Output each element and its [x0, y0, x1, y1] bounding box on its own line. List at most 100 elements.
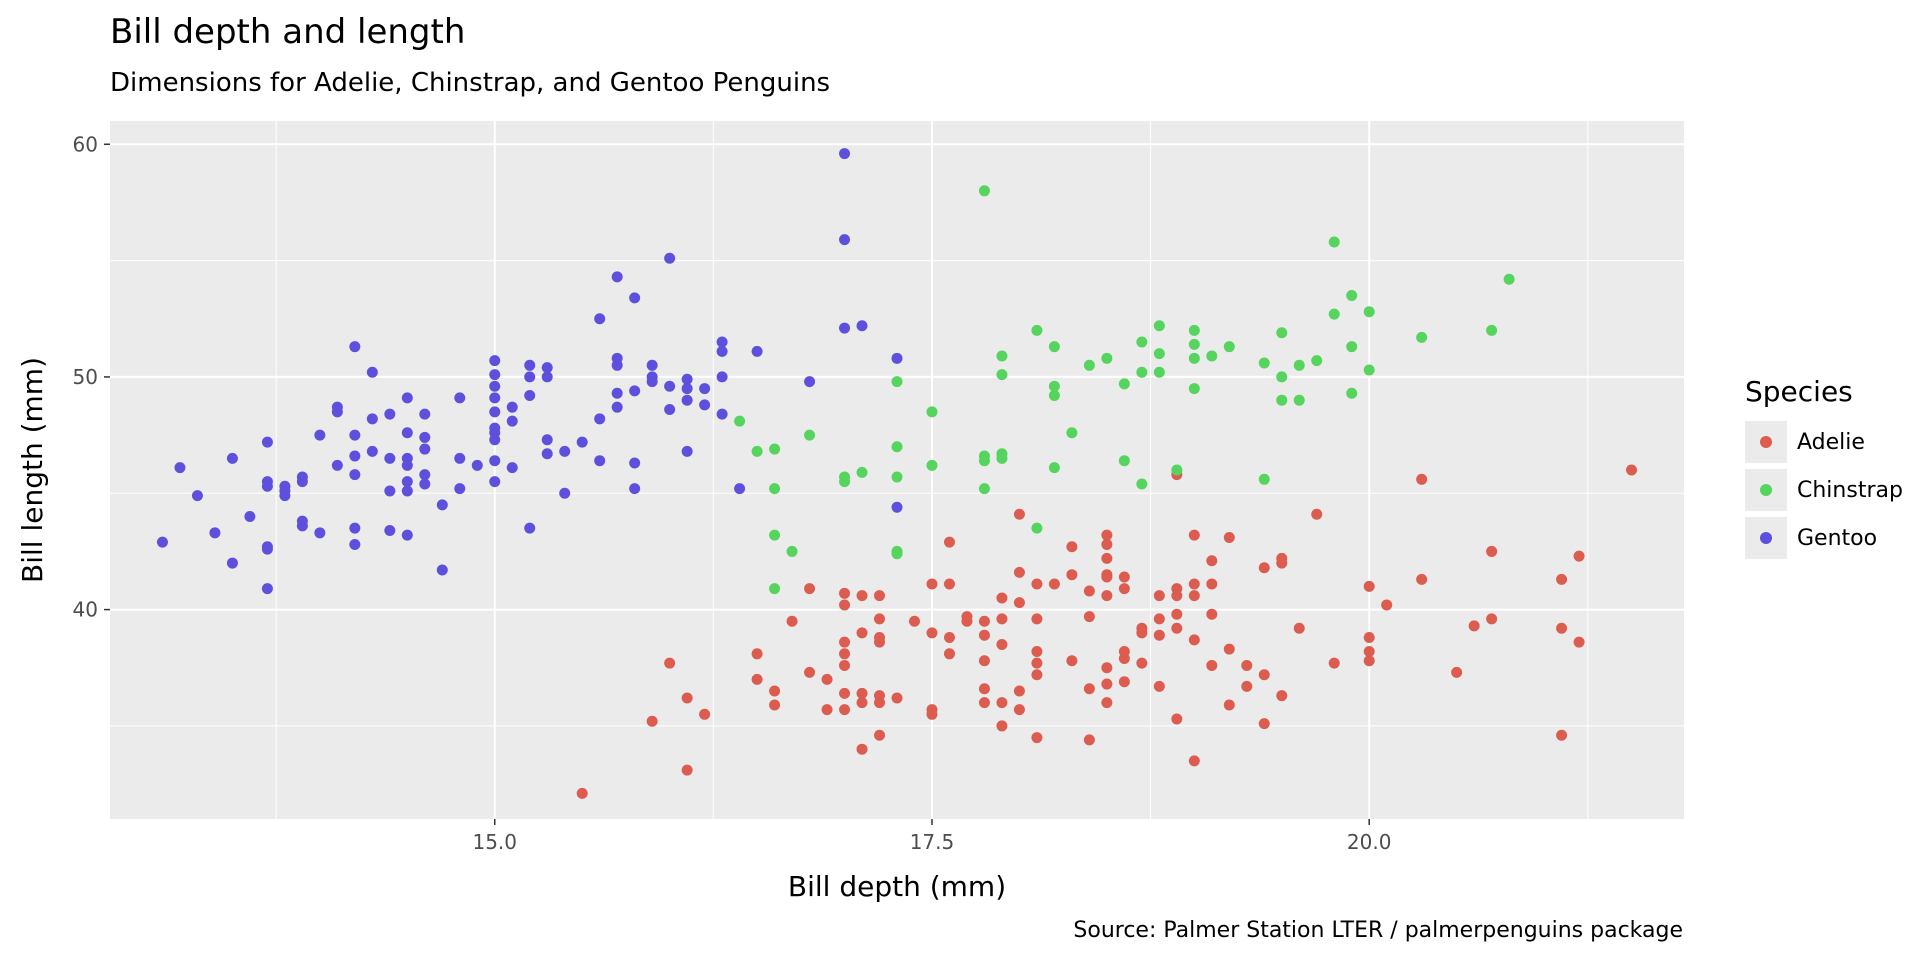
point-gentoo [349, 429, 361, 441]
point-gentoo [541, 448, 553, 460]
y-axis-title: Bill length (mm) [16, 357, 49, 583]
point-gentoo [261, 583, 273, 595]
point-gentoo [436, 564, 448, 576]
point-gentoo [314, 429, 326, 441]
point-chinstrap [1048, 380, 1060, 392]
point-adelie [699, 708, 711, 720]
point-gentoo [261, 543, 273, 555]
point-gentoo [594, 413, 606, 425]
point-adelie [1066, 541, 1078, 553]
point-adelie [1013, 685, 1025, 697]
legend-key [1745, 517, 1787, 559]
point-gentoo [366, 413, 378, 425]
x-axis-title: Bill depth (mm) [788, 870, 1006, 903]
point-gentoo [839, 148, 851, 160]
point-adelie [1171, 713, 1183, 725]
legend-key [1745, 421, 1787, 463]
point-gentoo [191, 490, 203, 502]
point-gentoo [856, 320, 868, 332]
axis-ticks: 15.0 17.5 20.0 40 50 60 [73, 132, 1392, 854]
point-chinstrap [1276, 371, 1288, 383]
x-tick-label: 17.5 [910, 830, 955, 854]
point-adelie [996, 697, 1008, 709]
point-gentoo [331, 406, 343, 418]
point-chinstrap [978, 455, 990, 467]
point-gentoo [506, 401, 518, 413]
point-chinstrap [978, 483, 990, 495]
point-adelie [1013, 508, 1025, 520]
point-adelie [1293, 622, 1305, 634]
point-adelie [1101, 529, 1113, 541]
point-gentoo [226, 452, 238, 464]
point-gentoo [681, 373, 693, 385]
legend-title: Species [1745, 375, 1853, 408]
legend: Species Adelie Chinstrap Gentoo [1745, 375, 1903, 562]
point-adelie [1206, 608, 1218, 620]
legend-label-chinstrap: Chinstrap [1797, 477, 1903, 503]
data-points [156, 148, 1638, 799]
point-chinstrap [804, 429, 816, 441]
point-adelie [769, 685, 781, 697]
point-gentoo [349, 450, 361, 462]
point-adelie [996, 613, 1008, 625]
point-adelie [1031, 578, 1043, 590]
chart-title: Bill depth and length [110, 12, 466, 52]
point-chinstrap [978, 185, 990, 197]
point-adelie [1573, 636, 1585, 648]
point-chinstrap [1293, 394, 1305, 406]
point-gentoo [454, 392, 466, 404]
point-adelie [1153, 613, 1165, 625]
point-adelie [856, 687, 868, 699]
y-tick-label: 40 [73, 598, 98, 622]
point-adelie [874, 729, 886, 741]
point-gentoo [699, 383, 711, 395]
point-gentoo [751, 345, 763, 357]
point-chinstrap [926, 459, 938, 471]
point-adelie [839, 687, 851, 699]
point-adelie [576, 787, 588, 799]
point-adelie [1171, 622, 1183, 634]
point-adelie [1451, 666, 1463, 678]
point-chinstrap [1363, 364, 1375, 376]
legend-item-gentoo: Gentoo [1745, 514, 1903, 562]
legend-dot-gentoo [1760, 532, 1772, 544]
point-adelie [646, 715, 658, 727]
point-chinstrap [1188, 352, 1200, 364]
point-gentoo [401, 476, 413, 488]
point-chinstrap [1328, 308, 1340, 320]
point-chinstrap [1048, 390, 1060, 402]
point-adelie [1118, 583, 1130, 595]
point-adelie [839, 704, 851, 716]
point-chinstrap [1031, 522, 1043, 534]
point-adelie [1188, 578, 1200, 590]
point-adelie [978, 615, 990, 627]
point-adelie [1206, 578, 1218, 590]
point-gentoo [489, 455, 501, 467]
point-gentoo [839, 234, 851, 246]
point-chinstrap [1101, 352, 1113, 364]
point-chinstrap [891, 376, 903, 388]
point-adelie [1241, 659, 1253, 671]
point-adelie [1626, 464, 1638, 476]
point-chinstrap [786, 545, 798, 557]
point-chinstrap [1188, 383, 1200, 395]
point-adelie [821, 673, 833, 685]
point-gentoo [489, 392, 501, 404]
point-adelie [1153, 629, 1165, 641]
point-adelie [1556, 573, 1568, 585]
point-gentoo [366, 445, 378, 457]
point-gentoo [716, 336, 728, 348]
point-adelie [961, 615, 973, 627]
point-chinstrap [1416, 331, 1428, 343]
point-gentoo [734, 483, 746, 495]
point-chinstrap [1346, 290, 1358, 301]
point-adelie [996, 720, 1008, 732]
point-gentoo [419, 469, 431, 481]
point-adelie [1083, 585, 1095, 597]
point-gentoo [664, 380, 676, 392]
point-chinstrap [1188, 324, 1200, 336]
point-gentoo [349, 469, 361, 481]
point-adelie [978, 655, 990, 667]
point-gentoo [419, 408, 431, 420]
point-adelie [1573, 550, 1585, 562]
